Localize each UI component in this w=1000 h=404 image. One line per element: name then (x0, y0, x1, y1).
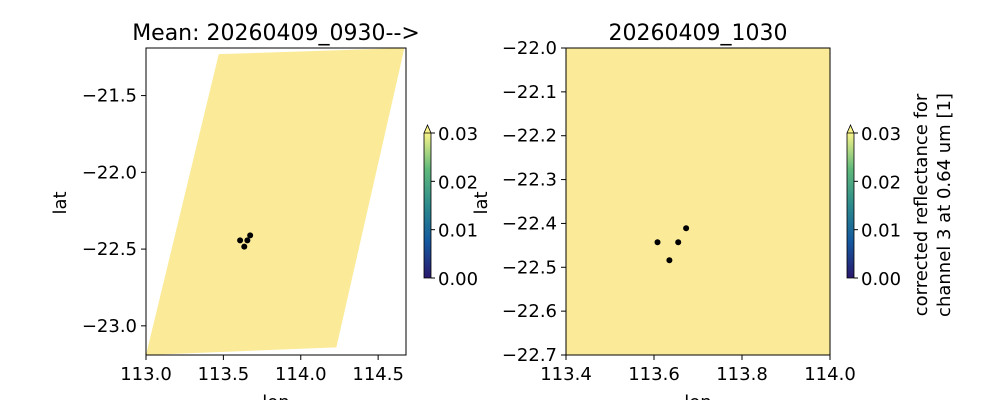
p0-ytick-label: −22.5 (82, 239, 137, 260)
p1-ytick-label: −22.2 (502, 126, 557, 147)
colorbar-label-line1: corrected reflectance for (911, 93, 932, 316)
p1-colorbar (847, 133, 854, 278)
p0-swath-polygon (146, 48, 405, 355)
p1-point (666, 257, 673, 264)
p0-xtick-label: 114.5 (352, 364, 404, 385)
p0-ytick-label: −22.0 (82, 162, 137, 183)
p0-colorbar-tick-label: 0.02 (438, 172, 478, 193)
p1-colorbar-frame (846, 133, 855, 279)
p0-colorbar (424, 133, 431, 278)
p1-ytick-label: −22.7 (502, 345, 557, 366)
p0-axes-frame (145, 47, 407, 356)
p1-data-field (566, 48, 830, 355)
left-xlabel: lon (262, 392, 289, 400)
p0-point (244, 237, 251, 244)
p1-ytick-label: −22.0 (502, 38, 557, 59)
p1-xtick-label: 113.4 (540, 364, 592, 385)
p1-axes-frame (565, 47, 831, 356)
p1-xtick-label: 113.8 (716, 364, 768, 385)
p1-point (683, 225, 690, 232)
p1-colorbar-extend-arrow (846, 124, 855, 134)
p0-colorbar-tick-label: 0.03 (438, 124, 478, 145)
p1-ytick-label: −22.3 (502, 170, 557, 191)
p1-point (654, 239, 661, 246)
p1-ytick-label: −22.4 (502, 213, 557, 234)
p0-point (237, 237, 244, 244)
p1-colorbar-tick-label: 0.00 (861, 269, 901, 290)
p0-colorbar-tick-label: 0.00 (438, 269, 478, 290)
colorbar-label-line2: channel 3 at 0.64 um [1] (934, 93, 955, 317)
p0-xtick-label: 114.0 (275, 364, 327, 385)
p1-colorbar-tick-label: 0.03 (861, 124, 901, 145)
left-ylabel: lat (50, 191, 71, 214)
p0-colorbar-tick-label: 0.01 (438, 221, 478, 242)
p0-colorbar-extend-arrow (423, 124, 432, 134)
p1-xtick-label: 113.6 (628, 364, 680, 385)
left-title: Mean: 20260409_0930--> (132, 21, 420, 46)
p0-colorbar-frame (423, 133, 432, 279)
right-xlabel: lon (684, 392, 711, 400)
p1-ytick-label: −22.1 (502, 82, 557, 103)
p0-point (241, 243, 248, 250)
p0-point (247, 232, 254, 239)
p1-point (675, 239, 682, 246)
p0-xtick-label: 113.5 (198, 364, 250, 385)
right-ylabel: lat (471, 191, 492, 214)
p1-ytick-label: −22.6 (502, 301, 557, 322)
p1-ytick-label: −22.5 (502, 257, 557, 278)
p0-xtick-label: 113.0 (120, 364, 172, 385)
p1-colorbar-tick-label: 0.02 (861, 172, 901, 193)
right-title: 20260409_1030 (609, 21, 788, 46)
p0-ytick-label: −23.0 (82, 316, 137, 337)
p1-xtick-label: 114.0 (804, 364, 856, 385)
p0-ytick-label: −21.5 (82, 86, 137, 107)
p1-colorbar-tick-label: 0.01 (861, 221, 901, 242)
